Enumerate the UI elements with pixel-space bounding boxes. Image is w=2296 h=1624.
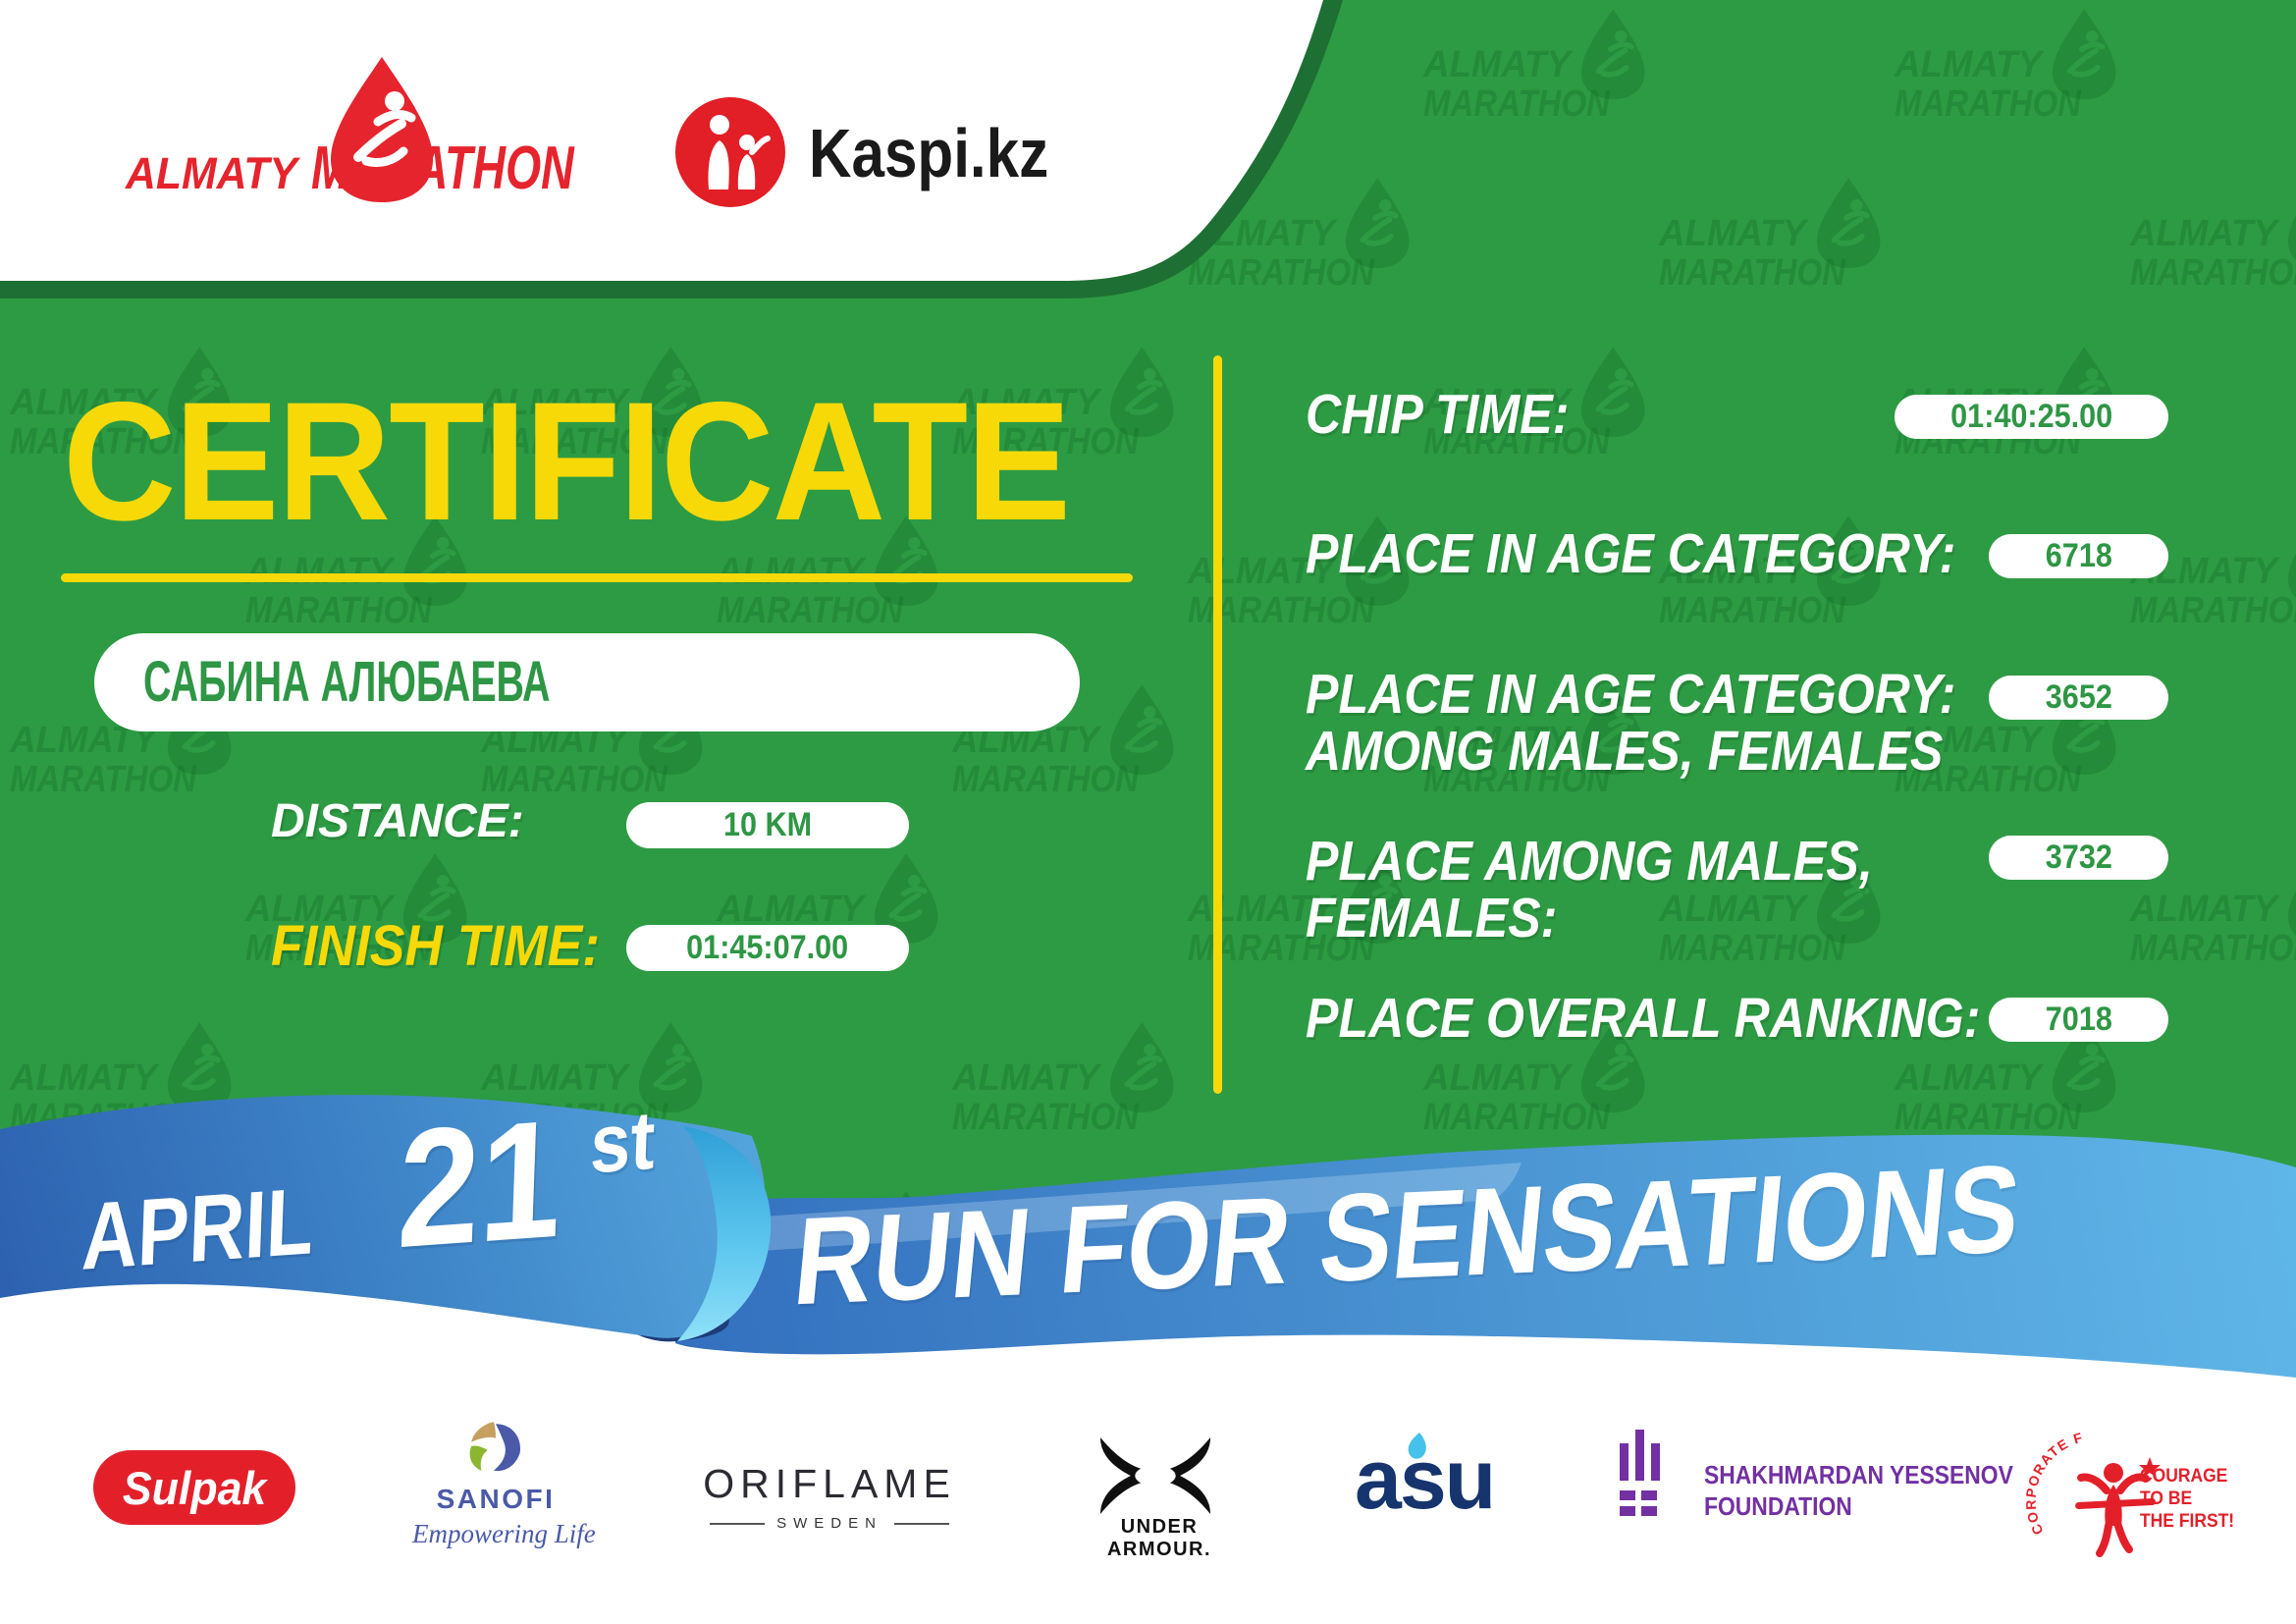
- ribbon-highlight: [687, 1163, 1522, 1253]
- finish-time-label: FINISH TIME:: [271, 914, 600, 978]
- certificate-title: CERTIFICATE: [63, 367, 1071, 556]
- sponsor-sanofi: SANOFI Empowering Life: [412, 1422, 596, 1549]
- yessenov-foundation-wordmark: SHAKHMARDAN YESSENOV FOUNDATION: [1704, 1460, 2013, 1521]
- sponsor-oriflame: ORIFLAME SWEDEN: [687, 1461, 972, 1532]
- almaty-marathon-logo-icon: [331, 57, 433, 202]
- date-day: 21: [395, 1084, 565, 1284]
- svg-text:CORPORATE FUND: CORPORATE FUND: [2020, 1416, 2085, 1538]
- ribbon-left-band: [0, 1095, 767, 1338]
- age-category-gender-value-pill: 3652: [1989, 676, 2168, 720]
- ribbon-curl: [677, 1126, 772, 1341]
- almaty-word: ALMATY: [126, 148, 297, 198]
- date-month: APRIL: [80, 1167, 316, 1290]
- runner-name-field: САБИНА АЛЮБАЕВА: [94, 633, 1080, 731]
- stats-divider-line: [1213, 355, 1222, 1094]
- runner-name: САБИНА АЛЮБАЕВА: [143, 650, 551, 714]
- oriflame-wordmark: ORIFLAME: [703, 1461, 956, 1506]
- sanofi-bird-icon: [469, 1422, 521, 1472]
- kaspi-wordmark: Kaspi.kz: [809, 115, 1049, 191]
- place-among-gender-value-pill: 3732: [1989, 836, 2168, 880]
- finish-time-value-pill: 01:45:07.00: [626, 925, 909, 971]
- sanofi-wordmark: SANOFI: [436, 1484, 556, 1514]
- ribbon-right-band: [675, 1134, 2296, 1378]
- kaspi-logo-icon: [675, 97, 785, 207]
- age-category-gender-label: PLACE IN AGE CATEGORY: AMONG MALES, FEMAL…: [1306, 663, 1956, 783]
- header-panel: [0, 0, 1323, 281]
- title-underline: [61, 573, 1133, 582]
- sulpak-wordmark: Sulpak: [122, 1461, 267, 1514]
- place-among-gender-label: PLACE AMONG MALES, FEMALES:: [1306, 830, 1873, 949]
- age-category-value-pill: 6718: [1989, 534, 2168, 578]
- oriflame-sub: SWEDEN: [776, 1515, 882, 1532]
- distance-value-pill: 10 KM: [626, 802, 909, 848]
- overall-ranking-label: PLACE OVERALL RANKING:: [1306, 987, 1981, 1050]
- sponsor-asu: asu: [1355, 1433, 1522, 1529]
- asu-droplet-icon: [1408, 1433, 1426, 1459]
- event-date: APRIL 21 st: [80, 1075, 666, 1309]
- yessenov-bars-icon: [1620, 1430, 1660, 1516]
- chip-time-value-pill: 01:40:25.00: [1895, 395, 2168, 439]
- chip-time-label: CHIP TIME:: [1306, 383, 1570, 446]
- fund-runner-icon: CORPORATE FUND: [2020, 1416, 2161, 1557]
- fund-slogan: COURAGE TO BE THE FIRST!: [2140, 1466, 2235, 1532]
- fund-arc-text: CORPORATE FUND: [2020, 1416, 2084, 1538]
- date-ordinal-suffix: st: [588, 1093, 657, 1191]
- distance-label: DISTANCE:: [271, 795, 524, 847]
- under-armour-wordmark: UNDER ARMOUR.: [1106, 1516, 1212, 1560]
- almaty-watermark-pattern: [0, 0, 2296, 1308]
- age-category-label: PLACE IN AGE CATEGORY:: [1306, 522, 1956, 585]
- overall-ranking-value-pill: 7018: [1989, 998, 2168, 1042]
- under-armour-icon: [1099, 1437, 1211, 1514]
- sanofi-tagline: Empowering Life: [412, 1519, 596, 1548]
- sponsor-sulpak: Sulpak: [93, 1450, 295, 1525]
